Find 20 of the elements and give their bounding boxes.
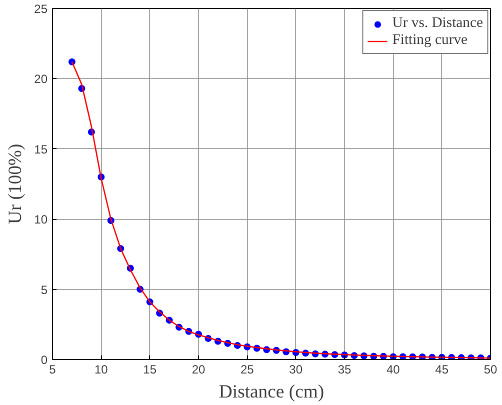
y-tick-label: 15 [34,142,48,156]
x-tick-label: 25 [240,362,254,376]
y-tick-label: 20 [34,72,48,86]
x-tick-label: 40 [386,362,400,376]
y-tick-label: 0 [40,353,48,367]
y-tick-label: 5 [40,282,48,297]
y-tick-label: 25 [34,2,48,16]
x-axis-title: Distance (cm) [218,382,324,402]
x-tick-label: 10 [94,362,108,376]
legend-label: Ur vs. Distance [392,15,483,32]
y-axis-title: Ur (100%) [5,144,26,224]
x-tick-label: 5 [49,362,56,376]
x-tick-label: 20 [192,362,206,376]
x-tick-label: 35 [338,362,352,376]
x-tick-label: 30 [289,362,303,376]
y-tick-label: 10 [34,212,48,227]
x-tick-label: 15 [143,362,157,376]
x-tick-label: 50 [484,362,498,376]
legend-label: Fitting curve [392,32,468,49]
x-tick-label: 45 [435,362,449,376]
